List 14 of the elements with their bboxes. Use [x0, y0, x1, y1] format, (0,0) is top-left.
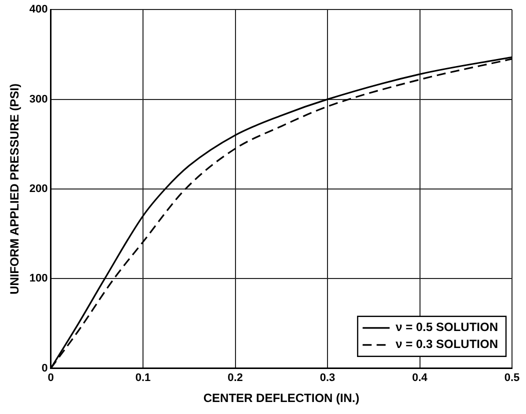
y-axis-title: UNIFORM APPLIED PRESSURE (PSI) — [8, 84, 22, 294]
y-tick-label: 400 — [29, 4, 48, 16]
legend-label: ν = 0.3 SOLUTION — [396, 337, 498, 352]
x-tick-label: 0.2 — [228, 372, 243, 384]
y-tick-label: 300 — [29, 93, 48, 106]
x-axis-title: CENTER DEFLECTION (IN.) — [203, 391, 360, 406]
y-tick-label: 100 — [29, 272, 48, 285]
y-tick-label: 200 — [29, 183, 48, 196]
x-tick-label: 0.3 — [320, 372, 336, 384]
x-tick-label: 0.4 — [412, 372, 428, 384]
y-tick-label: 0 — [42, 362, 48, 374]
x-tick-label: 0.5 — [504, 372, 520, 384]
x-tick-label: 0.1 — [135, 372, 151, 384]
legend-label: ν = 0.5 SOLUTION — [396, 320, 498, 334]
